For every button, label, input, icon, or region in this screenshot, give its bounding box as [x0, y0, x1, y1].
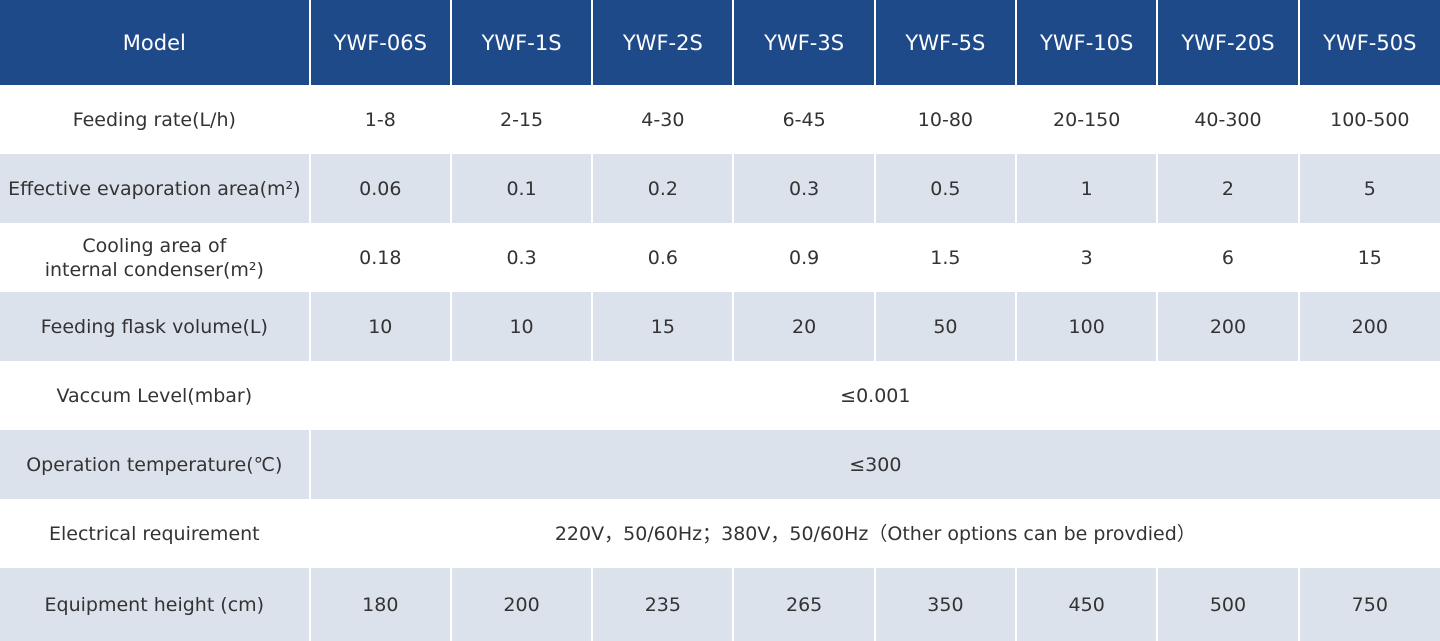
row-label: Operation temperature(℃) [0, 430, 310, 499]
cell: 40-300 [1156, 85, 1299, 154]
cell: 0.6 [591, 223, 734, 292]
cell: 1-8 [308, 85, 451, 154]
cell: 200 [1156, 292, 1299, 361]
table-row: Effective evaporation area(m²) 0.06 0.1 0.2… [0, 154, 1440, 223]
row-label: Electrical requirement [0, 499, 310, 568]
model-header: YWF-3S [732, 0, 875, 85]
table-row: Cooling area of internal condenser(m²) 0.… [0, 223, 1440, 292]
cell: 1.5 [873, 223, 1017, 292]
table-row: Vaccum Level(mbar) ≤0.001 [0, 361, 1440, 430]
cell: 180 [308, 568, 451, 641]
cell: 0.3 [449, 223, 593, 292]
cell: 0.9 [732, 223, 875, 292]
cell: 15 [1297, 223, 1440, 292]
model-header: YWF-06S [308, 0, 451, 85]
model-header: YWF-2S [591, 0, 734, 85]
table-row: Equipment height (cm) 180 200 235 265 350 450 5… [0, 568, 1440, 641]
cell: 10 [449, 292, 593, 361]
cell: 100-500 [1297, 85, 1440, 154]
cell: 200 [1297, 292, 1440, 361]
model-header: YWF-5S [873, 0, 1017, 85]
cell: 10 [308, 292, 451, 361]
cell: 20-150 [1015, 85, 1158, 154]
cell: 750 [1297, 568, 1440, 641]
cell: 220V，50/60Hz；380V，50/60Hz（Other options … [308, 499, 1440, 568]
cell: 1 [1015, 154, 1158, 223]
cell: 0.18 [308, 223, 451, 292]
row-label: Cooling area of internal condenser(m²) [0, 223, 310, 292]
cell: 0.06 [308, 154, 451, 223]
row-label: Equipment height (cm) [0, 568, 310, 641]
cell: 0.5 [873, 154, 1017, 223]
cell: 100 [1015, 292, 1158, 361]
cell: 235 [591, 568, 734, 641]
cell: 15 [591, 292, 734, 361]
cell: ≤0.001 [308, 361, 1440, 430]
cell: 450 [1015, 568, 1158, 641]
cell: ≤300 [308, 430, 1440, 499]
cell: 20 [732, 292, 875, 361]
table-header: Model YWF-06S YWF-1S YWF-2S YWF-3S YWF-5S YWF-… [0, 0, 1440, 85]
row-label: Vaccum Level(mbar) [0, 361, 310, 430]
cell: 0.3 [732, 154, 875, 223]
model-header: YWF-50S [1297, 0, 1440, 85]
model-header: YWF-20S [1156, 0, 1299, 85]
cell: 50 [873, 292, 1017, 361]
cell: 6 [1156, 223, 1299, 292]
table-row: Electrical requirement 220V，50/60Hz；380V，… [0, 499, 1440, 568]
table-row: Feeding rate(L/h) 1-8 2-15 4-30 6-45 10-80 20-… [0, 85, 1440, 154]
cell: 0.1 [449, 154, 593, 223]
cell: 5 [1297, 154, 1440, 223]
cell: 500 [1156, 568, 1299, 641]
cell: 200 [449, 568, 593, 641]
table-body: Feeding rate(L/h) 1-8 2-15 4-30 6-45 10-80 20-… [0, 85, 1440, 641]
cell: 10-80 [873, 85, 1017, 154]
cell: 2 [1156, 154, 1299, 223]
cell: 0.2 [591, 154, 734, 223]
model-header: YWF-10S [1015, 0, 1158, 85]
row-label: Effective evaporation area(m²) [0, 154, 310, 223]
table-row: Operation temperature(℃) ≤300 [0, 430, 1440, 499]
cell: 3 [1015, 223, 1158, 292]
row-label: Feeding flask volume(L) [0, 292, 310, 361]
cell: 350 [873, 568, 1017, 641]
cell: 6-45 [732, 85, 875, 154]
header-row: Model YWF-06S YWF-1S YWF-2S YWF-3S YWF-5S YWF-… [0, 0, 1440, 85]
header-label: Model [0, 0, 310, 85]
cell: 265 [732, 568, 875, 641]
cell: 4-30 [591, 85, 734, 154]
table-row: Feeding flask volume(L) 10 10 15 20 50 100 200 2… [0, 292, 1440, 361]
model-header: YWF-1S [449, 0, 593, 85]
cell: 2-15 [449, 85, 593, 154]
row-label: Feeding rate(L/h) [0, 85, 310, 154]
